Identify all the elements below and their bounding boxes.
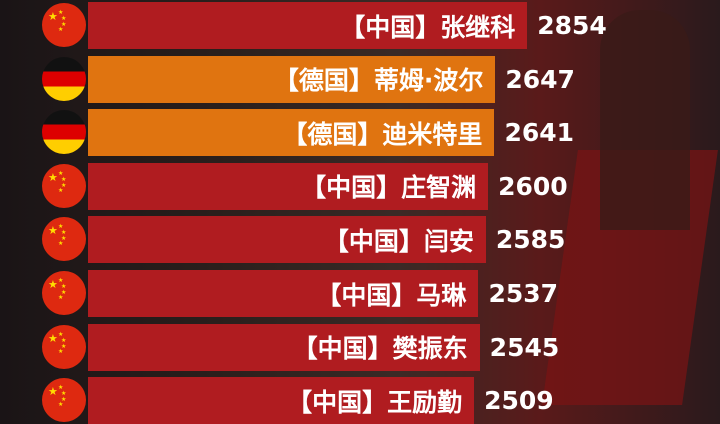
star-icon: ★ (61, 229, 67, 237)
bar-row: ★ ★ ★ ★ ★ 【中国】马琳 2537 (0, 270, 720, 317)
star-icon: ★ (58, 294, 64, 301)
bar-row: ★ ★ ★ ★ ★ 【中国】张继科 2854 (0, 2, 720, 49)
background-photo (600, 10, 690, 230)
bar-row: ★ ★ ★ ★ ★ 【中国】庄智渊 2600 (0, 162, 720, 210)
star-icon: ★ (48, 385, 58, 399)
bar-row: 【德国】蒂姆·波尔 2647 (0, 55, 720, 103)
china-flag-icon: ★ ★ ★ ★ ★ (42, 324, 86, 369)
bar: 【德国】蒂姆·波尔 (88, 55, 496, 103)
star-icon: ★ (61, 21, 67, 28)
bar-label: 【中国】樊振东 (292, 334, 468, 364)
value-label: 2647 (505, 64, 575, 94)
china-flag-icon: ★ ★ ★ ★ ★ (42, 217, 86, 262)
star-icon: ★ (61, 175, 67, 183)
star-icon: ★ (58, 186, 64, 194)
china-flag-icon: ★ ★ ★ ★ ★ (42, 271, 86, 315)
germany-flag-icon (42, 110, 86, 155)
bar-row: 【德国】迪米特里 2641 (0, 109, 720, 157)
bar: 【中国】马琳 (88, 270, 479, 317)
bar-label: 【中国】王励勤 (287, 387, 463, 417)
bar: 【中国】张继科 (88, 2, 528, 49)
bar-label: 【中国】马琳 (316, 280, 467, 310)
bar: 【中国】樊振东 (88, 323, 480, 371)
bar: 【中国】闫安 (88, 216, 486, 264)
star-icon: ★ (48, 170, 58, 184)
star-icon: ★ (61, 390, 67, 398)
value-label: 2537 (488, 279, 559, 308)
star-icon: ★ (58, 277, 64, 284)
star-icon: ★ (61, 336, 67, 344)
star-icon: ★ (48, 10, 58, 23)
bar-label: 【中国】闫安 (323, 226, 474, 256)
star-icon: ★ (61, 342, 67, 350)
star-icon: ★ (61, 283, 67, 290)
star-icon: ★ (58, 384, 64, 392)
bar: 【中国】王励勤 (88, 377, 475, 424)
value-label: 2585 (495, 225, 566, 255)
star-icon: ★ (58, 330, 64, 338)
china-flag-icon: ★ ★ ★ ★ ★ (42, 163, 86, 208)
bar-label: 【德国】蒂姆·波尔 (273, 66, 484, 96)
bar-row: ★ ★ ★ ★ ★ 【中国】闫安 2585 (0, 216, 720, 264)
bar-label: 【中国】庄智渊 (301, 173, 477, 203)
star-icon: ★ (58, 240, 64, 248)
china-flag-icon: ★ ★ ★ ★ ★ (42, 3, 86, 47)
bar: 【德国】迪米特里 (88, 109, 495, 157)
star-icon: ★ (58, 347, 64, 355)
bar-label: 【中国】张继科 (340, 12, 516, 42)
bar-row: ★ ★ ★ ★ ★ 【中国】王励勤 2509 (0, 377, 720, 424)
star-icon: ★ (61, 181, 67, 189)
star-icon: ★ (58, 223, 64, 231)
china-flag-icon: ★ ★ ★ ★ ★ (42, 378, 86, 423)
bar: 【中国】庄智渊 (88, 162, 489, 210)
star-icon: ★ (58, 9, 64, 16)
bar-label: 【德国】迪米特里 (282, 119, 483, 149)
star-icon: ★ (48, 278, 58, 291)
value-label: 2545 (489, 332, 560, 362)
star-icon: ★ (61, 289, 67, 296)
star-icon: ★ (48, 224, 58, 238)
star-icon: ★ (61, 15, 67, 22)
star-icon: ★ (61, 396, 67, 404)
germany-flag-icon (42, 56, 86, 101)
value-label: 2600 (498, 171, 568, 201)
star-icon: ★ (58, 26, 64, 33)
star-icon: ★ (61, 235, 67, 243)
value-label: 2854 (537, 11, 607, 40)
bar-row: ★ ★ ★ ★ ★ 【中国】樊振东 2545 (0, 323, 720, 371)
star-icon: ★ (58, 169, 64, 177)
star-icon: ★ (48, 331, 58, 345)
value-label: 2509 (484, 386, 554, 416)
value-label: 2641 (504, 118, 575, 148)
